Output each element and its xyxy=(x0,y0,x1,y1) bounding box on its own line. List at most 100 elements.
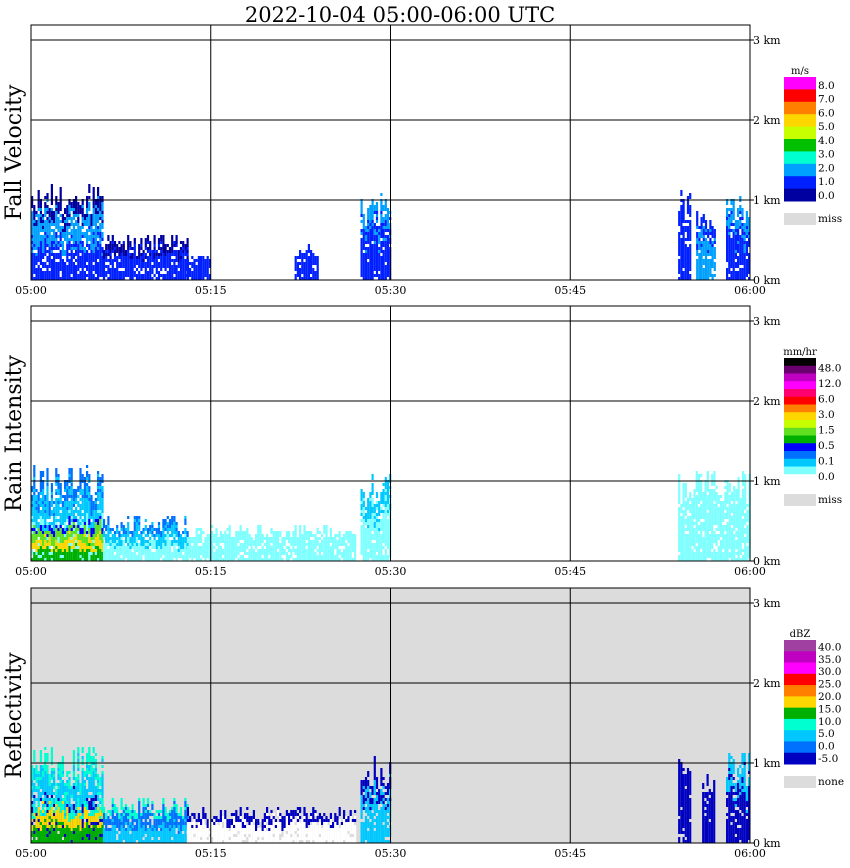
echo-cell xyxy=(99,256,102,259)
echo-cell xyxy=(111,259,114,262)
echo-cell xyxy=(37,253,40,256)
echo-cell xyxy=(386,519,390,522)
echo-cell xyxy=(700,247,703,250)
echo-cell xyxy=(283,537,286,540)
echo-cell xyxy=(347,546,350,549)
echo-cell xyxy=(281,543,284,546)
echo-cell xyxy=(175,540,178,543)
echo-cell xyxy=(149,528,152,531)
echo-cell xyxy=(129,552,132,555)
echo-cell xyxy=(168,277,172,280)
echo-cell xyxy=(46,223,49,226)
echo-cell xyxy=(59,232,62,235)
echo-cell xyxy=(39,540,42,543)
echo-cell xyxy=(695,498,698,501)
echo-cell xyxy=(64,549,67,552)
echo-cell xyxy=(35,220,38,223)
echo-cell xyxy=(50,504,53,507)
echo-cell xyxy=(61,241,64,244)
echo-cell xyxy=(164,259,167,262)
echo-cell xyxy=(88,244,91,247)
echo-cell xyxy=(219,534,222,537)
echo-cell xyxy=(44,226,47,229)
echo-cell xyxy=(79,489,82,492)
echo-cell xyxy=(745,226,748,229)
echo-cell xyxy=(303,528,306,531)
echo-cell xyxy=(37,259,40,262)
echo-cell xyxy=(299,552,302,555)
echo-cell xyxy=(83,477,86,480)
echo-cell xyxy=(75,220,78,223)
echo-cell xyxy=(35,540,38,543)
echo-cell xyxy=(228,531,231,534)
echo-cell xyxy=(64,483,67,486)
echo-cell xyxy=(68,471,71,474)
echo-cell xyxy=(88,495,91,498)
echo-cell xyxy=(57,247,60,250)
echo-cell xyxy=(68,537,71,540)
echo-cell xyxy=(101,543,104,546)
echo-cell xyxy=(386,489,390,492)
echo-cell xyxy=(66,546,69,549)
echo-cell xyxy=(92,187,95,190)
echo-cell xyxy=(296,537,299,540)
echo-cell xyxy=(153,262,156,265)
echo-cell xyxy=(68,262,71,265)
echo-cell xyxy=(684,271,687,274)
echo-cell xyxy=(124,540,128,543)
echo-cell xyxy=(99,504,102,507)
echo-cell xyxy=(70,498,73,501)
echo-cell xyxy=(682,244,685,247)
echo-cell xyxy=(149,555,152,558)
echo-cell xyxy=(711,256,714,259)
echo-cell xyxy=(369,277,372,280)
echo-cell xyxy=(310,277,313,280)
echo-cell xyxy=(77,256,80,259)
echo-cell xyxy=(175,525,178,528)
echo-cell xyxy=(301,534,304,537)
echo-cell xyxy=(329,534,332,537)
echo-cell xyxy=(107,238,110,241)
echo-cell xyxy=(208,537,211,540)
echo-cell xyxy=(206,552,209,555)
echo-cell xyxy=(157,522,161,525)
echo-cell xyxy=(61,507,64,510)
echo-cell xyxy=(362,546,365,549)
echo-cell xyxy=(184,537,187,540)
echo-cell xyxy=(59,256,62,259)
echo-cell xyxy=(246,537,249,540)
echo-cell xyxy=(59,525,62,528)
echo-cell xyxy=(135,528,139,531)
echo-cell xyxy=(680,525,683,528)
echo-cell xyxy=(149,537,152,540)
echo-cell xyxy=(364,241,368,244)
echo-cell xyxy=(248,537,251,540)
echo-cell xyxy=(94,262,97,265)
echo-cell xyxy=(386,259,390,262)
echo-cell xyxy=(709,262,712,265)
echo-cell xyxy=(299,262,302,265)
echo-cell xyxy=(175,528,178,531)
echo-cell xyxy=(92,516,95,519)
echo-cell xyxy=(686,259,690,262)
echo-cell xyxy=(72,489,75,492)
echo-cell xyxy=(686,525,690,528)
echo-cell xyxy=(360,265,363,268)
echo-cell xyxy=(384,486,387,489)
echo-cell xyxy=(131,265,134,268)
echo-cell xyxy=(741,244,744,247)
echo-cell xyxy=(46,501,49,504)
echo-cell xyxy=(46,513,49,516)
echo-cell xyxy=(186,259,189,262)
echo-cell xyxy=(702,277,705,280)
echo-cell xyxy=(97,498,100,501)
colorbar-swatch xyxy=(784,139,816,152)
echo-cell xyxy=(696,235,699,238)
echo-cell xyxy=(44,265,47,268)
echo-cell xyxy=(312,274,315,277)
echo-cell xyxy=(46,277,49,280)
echo-cell xyxy=(268,549,271,552)
echo-cell xyxy=(66,250,69,253)
echo-cell xyxy=(204,540,207,543)
echo-cell xyxy=(378,519,381,522)
